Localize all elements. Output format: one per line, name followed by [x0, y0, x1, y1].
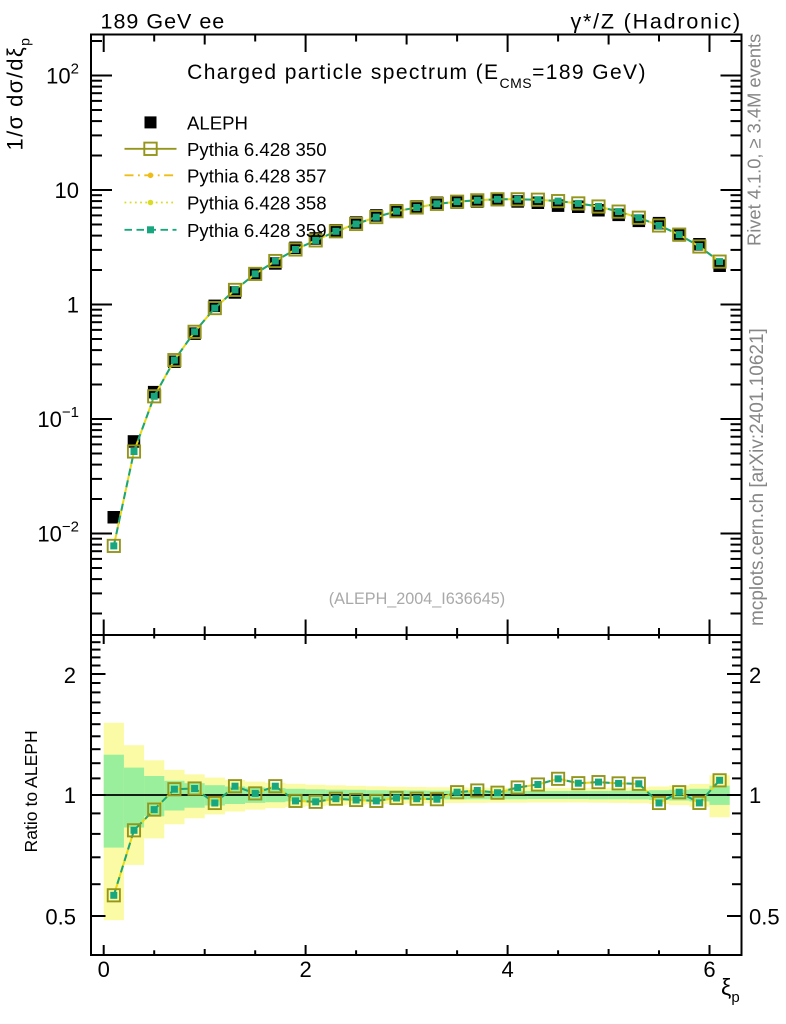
- svg-text:2: 2: [299, 957, 311, 982]
- svg-text:Pythia 6.428 359: Pythia 6.428 359: [187, 220, 327, 241]
- svg-text:γ*/Z (Hadronic): γ*/Z (Hadronic): [570, 10, 742, 34]
- svg-text:ALEPH: ALEPH: [187, 112, 248, 133]
- svg-text:2: 2: [749, 663, 761, 688]
- svg-text:0.5: 0.5: [749, 904, 780, 929]
- svg-text:Rivet 4.1.0, ≥ 3.4M events: Rivet 4.1.0, ≥ 3.4M events: [744, 34, 765, 246]
- svg-text:Ratio to ALEPH: Ratio to ALEPH: [21, 730, 41, 852]
- svg-text:Pythia 6.428 357: Pythia 6.428 357: [187, 165, 327, 186]
- svg-text:10: 10: [55, 178, 79, 203]
- svg-text:2: 2: [64, 663, 76, 688]
- svg-text:Pythia 6.428 350: Pythia 6.428 350: [187, 139, 327, 160]
- svg-text:Pythia 6.428 358: Pythia 6.428 358: [187, 193, 327, 214]
- svg-text:1: 1: [749, 783, 761, 808]
- svg-text:4: 4: [501, 957, 513, 982]
- svg-text:1: 1: [64, 783, 76, 808]
- svg-text:(ALEPH_2004_I636645): (ALEPH_2004_I636645): [329, 590, 505, 608]
- svg-text:mcplots.cern.ch [arXiv:2401.10: mcplots.cern.ch [arXiv:2401.10621]: [747, 328, 768, 626]
- svg-text:0: 0: [98, 957, 110, 982]
- svg-text:6: 6: [703, 957, 715, 982]
- svg-text:0.5: 0.5: [45, 904, 76, 929]
- svg-text:189 GeV ee: 189 GeV ee: [101, 10, 226, 34]
- svg-text:1: 1: [67, 293, 79, 318]
